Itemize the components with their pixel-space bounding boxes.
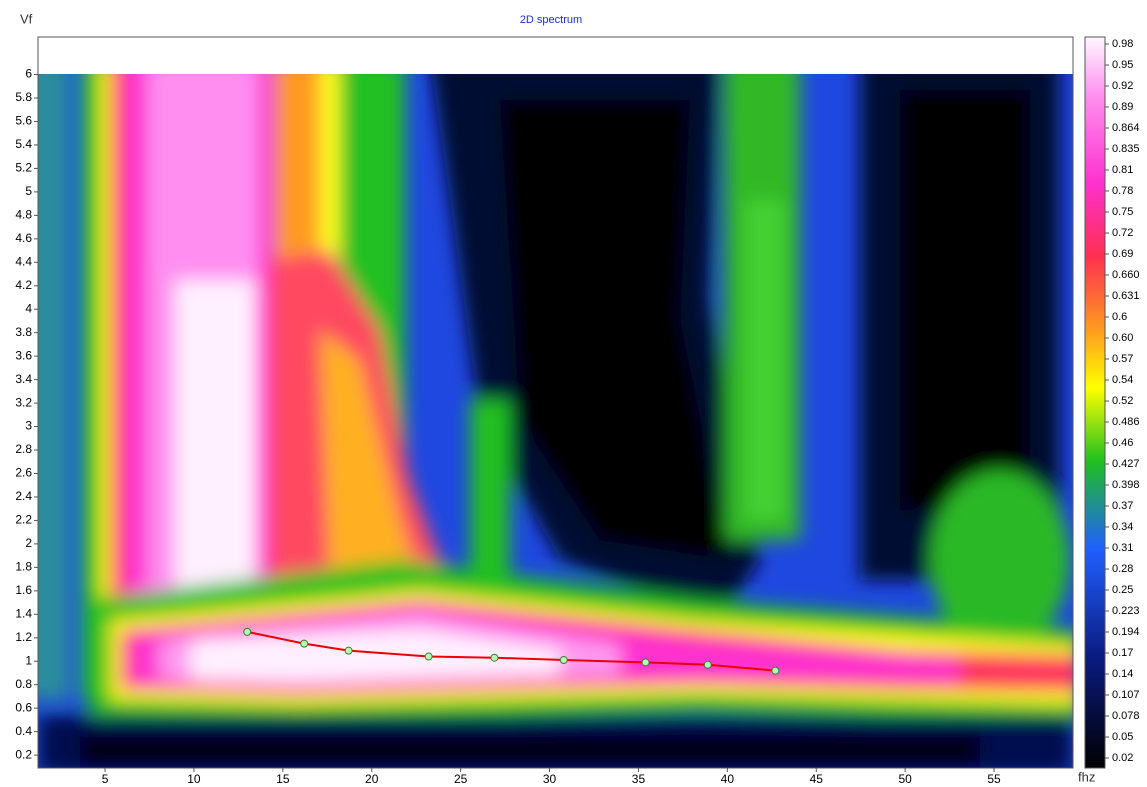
colorbar-tick-label: 0.46 bbox=[1112, 437, 1133, 449]
y-tick-label: 0.8 bbox=[15, 677, 32, 691]
y-tick-label: 6 bbox=[25, 67, 32, 81]
y-tick-label: 1.8 bbox=[15, 560, 32, 574]
colorbar-tick-label: 0.31 bbox=[1112, 542, 1133, 554]
colorbar-tick-label: 0.194 bbox=[1112, 626, 1140, 638]
picked-point bbox=[345, 647, 352, 654]
colorbar-tick-label: 0.37 bbox=[1112, 500, 1133, 512]
y-tick-label: 3.8 bbox=[15, 325, 32, 339]
y-tick-label: 5 bbox=[25, 184, 32, 198]
chart: 2D spectrum Vf fhz bbox=[0, 0, 1147, 787]
colorbar-tick-label: 0.28 bbox=[1112, 563, 1133, 575]
colorbar-tick-label: 0.864 bbox=[1112, 122, 1140, 134]
picked-point bbox=[301, 640, 308, 647]
x-tick-label: 35 bbox=[632, 772, 646, 786]
colorbar-tick-label: 0.81 bbox=[1112, 164, 1133, 176]
y-tick-label: 4 bbox=[25, 301, 32, 315]
y-tick-label: 5.8 bbox=[15, 90, 32, 104]
y-tick-label: 2.4 bbox=[15, 489, 32, 503]
colorbar-tick-label: 0.72 bbox=[1112, 227, 1133, 239]
colorbar-tick-label: 0.6 bbox=[1112, 311, 1127, 323]
y-tick-label: 2.2 bbox=[15, 513, 32, 527]
y-tick-label: 4.2 bbox=[15, 278, 32, 292]
colorbar bbox=[1085, 37, 1105, 768]
y-tick-label: 1.4 bbox=[15, 606, 32, 620]
y-tick-label: 5.6 bbox=[15, 114, 32, 128]
colorbar-tick-label: 0.52 bbox=[1112, 395, 1133, 407]
colorbar-tick-label: 0.75 bbox=[1112, 206, 1133, 218]
y-tick-label: 5.2 bbox=[15, 161, 32, 175]
x-tick-label: 50 bbox=[898, 772, 912, 786]
colorbar-tick-label: 0.54 bbox=[1112, 374, 1133, 386]
colorbar-tick-label: 0.631 bbox=[1112, 290, 1140, 302]
colorbar-tick-label: 0.223 bbox=[1112, 605, 1140, 617]
colorbar-tick-label: 0.660 bbox=[1112, 269, 1140, 281]
colorbar-tick-label: 0.835 bbox=[1112, 143, 1140, 155]
picked-point bbox=[704, 661, 711, 668]
x-tick-label: 40 bbox=[721, 772, 735, 786]
y-tick-label: 0.2 bbox=[15, 747, 32, 761]
colorbar-tick-label: 0.78 bbox=[1112, 185, 1133, 197]
x-axis-label: fhz bbox=[1078, 769, 1095, 784]
x-tick-label: 30 bbox=[543, 772, 557, 786]
colorbar-tick-label: 0.98 bbox=[1112, 38, 1133, 50]
picked-point bbox=[642, 659, 649, 666]
y-tick-label: 0.4 bbox=[15, 724, 32, 738]
y-tick-label: 3.6 bbox=[15, 348, 32, 362]
colorbar-tick-label: 0.398 bbox=[1112, 479, 1140, 491]
colorbar-tick-label: 0.89 bbox=[1112, 101, 1133, 113]
colorbar-tick-label: 0.486 bbox=[1112, 416, 1140, 428]
chart-title: 2D spectrum bbox=[520, 14, 582, 26]
x-tick-label: 5 bbox=[102, 772, 109, 786]
y-axis-label: Vf bbox=[20, 11, 33, 26]
picked-point bbox=[772, 667, 779, 674]
colorbar-tick-label: 0.02 bbox=[1112, 752, 1133, 764]
colorbar-tick-label: 0.17 bbox=[1112, 647, 1133, 659]
colorbar-tick-label: 0.25 bbox=[1112, 584, 1133, 596]
colorbar-tick-label: 0.107 bbox=[1112, 689, 1140, 701]
x-tick-label: 20 bbox=[365, 772, 379, 786]
y-tick-label: 1.6 bbox=[15, 583, 32, 597]
x-tick-label: 55 bbox=[987, 772, 1001, 786]
picked-point bbox=[244, 628, 251, 635]
colorbar-tick-label: 0.95 bbox=[1112, 59, 1133, 71]
y-tick-label: 4.8 bbox=[15, 208, 32, 222]
colorbar-tick-label: 0.34 bbox=[1112, 521, 1133, 533]
y-tick-label: 5.4 bbox=[15, 137, 32, 151]
colorbar-tick-label: 0.69 bbox=[1112, 248, 1133, 260]
y-tick-label: 2.6 bbox=[15, 466, 32, 480]
heatmap bbox=[20, 60, 1080, 775]
y-tick-label: 0.6 bbox=[15, 700, 32, 714]
y-tick-label: 4.6 bbox=[15, 231, 32, 245]
colorbar-tick-label: 0.57 bbox=[1112, 353, 1133, 365]
y-tick-label: 3 bbox=[25, 419, 32, 433]
y-tick-label: 2 bbox=[25, 536, 32, 550]
y-tick-label: 3.2 bbox=[15, 395, 32, 409]
colorbar-tick-label: 0.14 bbox=[1112, 668, 1133, 680]
y-tick-label: 2.8 bbox=[15, 442, 32, 456]
colorbar-tick-label: 0.078 bbox=[1112, 710, 1140, 722]
y-tick-label: 1.2 bbox=[15, 630, 32, 644]
x-tick-label: 10 bbox=[187, 772, 201, 786]
colorbar-tick-label: 0.05 bbox=[1112, 731, 1133, 743]
colorbar-tick-label: 0.427 bbox=[1112, 458, 1140, 470]
x-tick-label: 45 bbox=[810, 772, 824, 786]
picked-point bbox=[491, 654, 498, 661]
x-tick-label: 15 bbox=[276, 772, 290, 786]
picked-point bbox=[425, 653, 432, 660]
x-tick-label: 25 bbox=[454, 772, 468, 786]
colorbar-tick-label: 0.92 bbox=[1112, 80, 1133, 92]
y-tick-label: 3.4 bbox=[15, 372, 32, 386]
y-tick-label: 1 bbox=[25, 653, 32, 667]
colorbar-tick-label: 0.60 bbox=[1112, 332, 1133, 344]
picked-point bbox=[560, 657, 567, 664]
y-tick-label: 4.4 bbox=[15, 254, 32, 268]
